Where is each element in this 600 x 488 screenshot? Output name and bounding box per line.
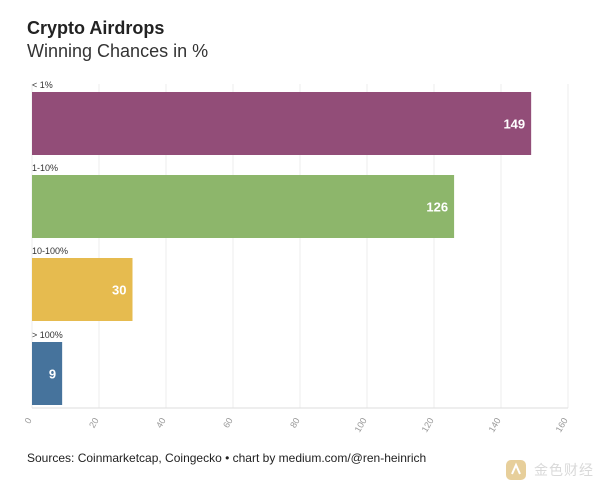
- chart-source: Sources: Coinmarketcap, Coingecko • char…: [27, 451, 427, 465]
- x-tick-label: 40: [154, 416, 168, 430]
- watermark-text: 金色财经: [534, 462, 594, 478]
- bar-value-label: 9: [49, 367, 56, 382]
- x-tick-label: 20: [87, 416, 101, 430]
- chart-subtitle: Winning Chances in %: [27, 41, 209, 61]
- chart-title: Crypto Airdrops: [27, 18, 165, 38]
- bar-value-label: 30: [112, 283, 126, 298]
- chart-card: Crypto Airdrops Winning Chances in % < 1…: [16, 8, 582, 480]
- category-label: 1-10%: [32, 163, 58, 173]
- x-tick-label: 120: [420, 416, 436, 434]
- x-tick-label: 140: [487, 416, 503, 434]
- x-tick-label: 80: [288, 416, 302, 430]
- x-tick-label: 60: [221, 416, 235, 430]
- bar: [32, 342, 63, 405]
- bar-value-label: 149: [503, 117, 525, 132]
- category-label: 10-100%: [32, 246, 68, 256]
- bar: [32, 258, 133, 321]
- bar: [32, 175, 455, 238]
- x-tick-label: 160: [554, 416, 570, 434]
- x-tick-label: 100: [353, 416, 369, 434]
- golden-logo-icon: [506, 460, 526, 480]
- bar: [32, 92, 532, 155]
- watermark: 金色财经: [504, 458, 594, 482]
- category-label: > 100%: [32, 330, 63, 340]
- bar-value-label: 126: [426, 200, 448, 215]
- x-tick-label: 0: [23, 416, 34, 425]
- bar-chart: < 1% 149 1-10% 126 10-100% 30 > 100% 9 0 20 40 60 80…: [23, 80, 570, 434]
- category-label: < 1%: [32, 80, 53, 90]
